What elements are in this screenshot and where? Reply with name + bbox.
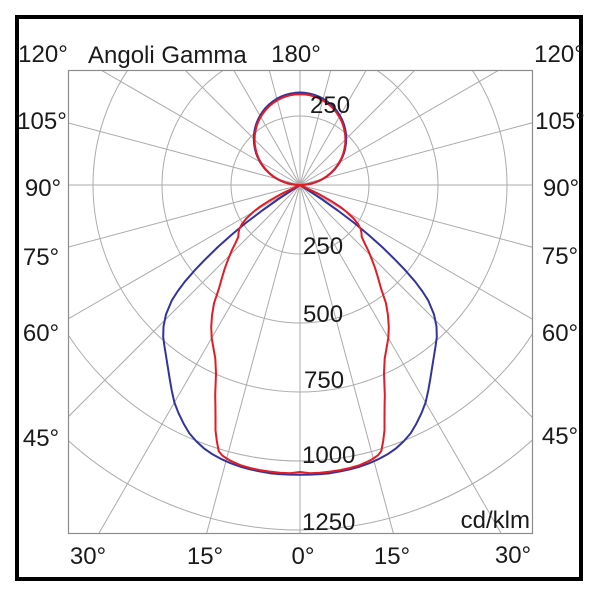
- angle-label-bottom-30L: 30°: [69, 543, 107, 570]
- angle-label-left-75: 75°: [22, 244, 60, 271]
- angle-label-180: 180°: [271, 41, 321, 68]
- radial-tick-750: 750: [304, 367, 345, 394]
- radial-gridline-210: [233, 70, 301, 186]
- grid-ring-1250: [68, 439, 533, 531]
- angle-label-right-60: 60°: [541, 320, 579, 347]
- radial-gridline-75: [299, 184, 533, 248]
- angle-label-bottom-15L: 15°: [186, 543, 224, 570]
- unit-label: cd/klm: [460, 507, 530, 534]
- radial-gridline-285: [68, 184, 301, 248]
- angle-label-right-120: 120°: [534, 41, 584, 68]
- radial-gridline-135: [299, 70, 416, 186]
- grid-ring-500: [161, 70, 439, 324]
- radial-tick-250: 250: [303, 233, 344, 260]
- angle-label-left-105: 105°: [17, 108, 67, 135]
- red-curve: [210, 93, 390, 475]
- grid-ring-750: [92, 70, 508, 393]
- angle-label-right-90: 90°: [542, 175, 580, 202]
- radial-gridline-45: [299, 184, 533, 419]
- radial-gridline-195: [268, 70, 301, 186]
- radial-tick-500: 500: [303, 301, 344, 328]
- radial-gridline-105: [299, 122, 533, 186]
- radial-gridline-150: [299, 70, 367, 186]
- radial-gridline-315: [68, 184, 301, 418]
- radial-tick-1250: 1250: [302, 509, 356, 536]
- angle-label-bottom-15R: 15°: [373, 543, 411, 570]
- radial-gridline-60: [299, 184, 533, 320]
- radial-tick-1000: 1000: [302, 442, 356, 469]
- angle-label-left-45: 45°: [22, 425, 60, 452]
- radial-gridline-30: [299, 184, 502, 534]
- radial-gridline-15: [299, 184, 394, 534]
- radial-gridline-330: [98, 184, 301, 534]
- plot-area-border: [67, 69, 534, 535]
- angle-label-bottom-0: 0°: [291, 543, 315, 570]
- chart-title: Angoli Gamma: [88, 42, 247, 69]
- angle-label-left-120: 120°: [18, 41, 68, 68]
- grid-ring-1000: [68, 332, 533, 462]
- radial-gridline-345: [206, 184, 301, 534]
- radial-gridline-240: [100, 70, 301, 186]
- radial-gridline-120: [299, 70, 500, 186]
- angle-label-right-75: 75°: [541, 243, 579, 270]
- angle-label-right-105: 105°: [535, 108, 585, 135]
- chart-frame: [15, 15, 583, 581]
- radial-gridline-300: [68, 184, 301, 320]
- angle-label-left-60: 60°: [22, 320, 60, 347]
- radial-gridline-225: [184, 70, 301, 186]
- grid-ring-250: [230, 115, 370, 255]
- radial-gridline-255: [68, 122, 301, 186]
- angle-label-left-90: 90°: [24, 175, 62, 202]
- radial-tick-250-top: 250: [310, 92, 351, 119]
- angle-label-right-45: 45°: [541, 423, 579, 450]
- curves-layer: [162, 91, 438, 476]
- radial-gridline-165: [299, 70, 332, 186]
- angle-label-bottom-30R: 30°: [494, 542, 532, 569]
